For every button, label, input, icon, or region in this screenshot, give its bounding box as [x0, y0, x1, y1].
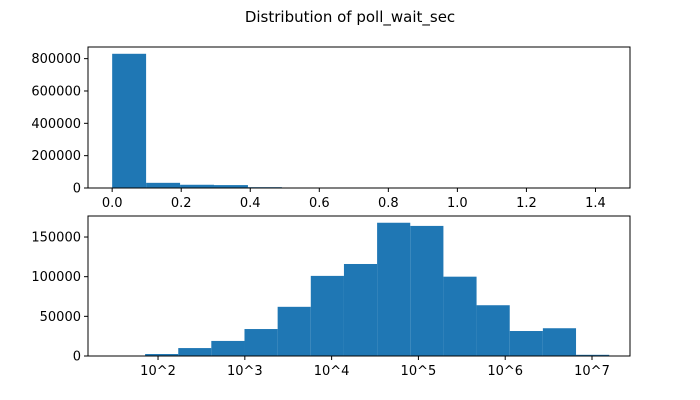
x-tick-label: 0.2 [171, 196, 192, 211]
x-tick-label: 1.2 [516, 196, 537, 211]
bar [310, 275, 344, 356]
bar [377, 222, 411, 356]
y-tick-label: 600000 [31, 84, 81, 99]
bar [145, 354, 179, 356]
axes-frame [87, 215, 631, 357]
bar [178, 348, 212, 356]
y-tick-label: 0 [73, 350, 81, 365]
figure-title: Distribution of poll_wait_sec [245, 8, 455, 27]
bar [146, 182, 181, 188]
x-tick-label: 0.0 [102, 196, 123, 211]
bar [576, 354, 610, 356]
bar [214, 185, 248, 188]
x-tick-label: 1.4 [585, 196, 606, 211]
bar [180, 184, 215, 188]
y-tick-label: 150000 [31, 231, 81, 246]
bar [476, 305, 510, 356]
y-tick-label: 800000 [31, 52, 81, 67]
y-tick-label: 100000 [31, 270, 81, 285]
y-tick-label: 400000 [31, 117, 81, 132]
x-tick-label: 0.4 [240, 196, 261, 211]
bar [277, 306, 311, 356]
x-tick-label: 10^7 [574, 364, 610, 379]
bar [509, 331, 543, 356]
x-tick-label: 10^2 [140, 364, 176, 379]
y-tick-label: 0 [73, 182, 81, 197]
x-tick-label: 1.0 [447, 196, 468, 211]
bar [244, 329, 278, 356]
bar [443, 276, 477, 356]
bar [410, 225, 444, 356]
axes-frame [87, 46, 631, 189]
x-tick-label: 0.6 [309, 196, 330, 211]
y-tick-label: 50000 [40, 310, 81, 325]
bar [343, 263, 378, 356]
bar [211, 340, 245, 356]
x-tick-label: 10^5 [401, 364, 437, 379]
x-tick-label: 0.8 [378, 196, 399, 211]
x-tick-label: 10^4 [314, 364, 350, 379]
bar [112, 53, 147, 188]
x-tick-label: 10^6 [487, 364, 523, 379]
bar [542, 328, 577, 356]
y-tick-label: 200000 [31, 149, 81, 164]
x-tick-label: 10^3 [227, 364, 263, 379]
